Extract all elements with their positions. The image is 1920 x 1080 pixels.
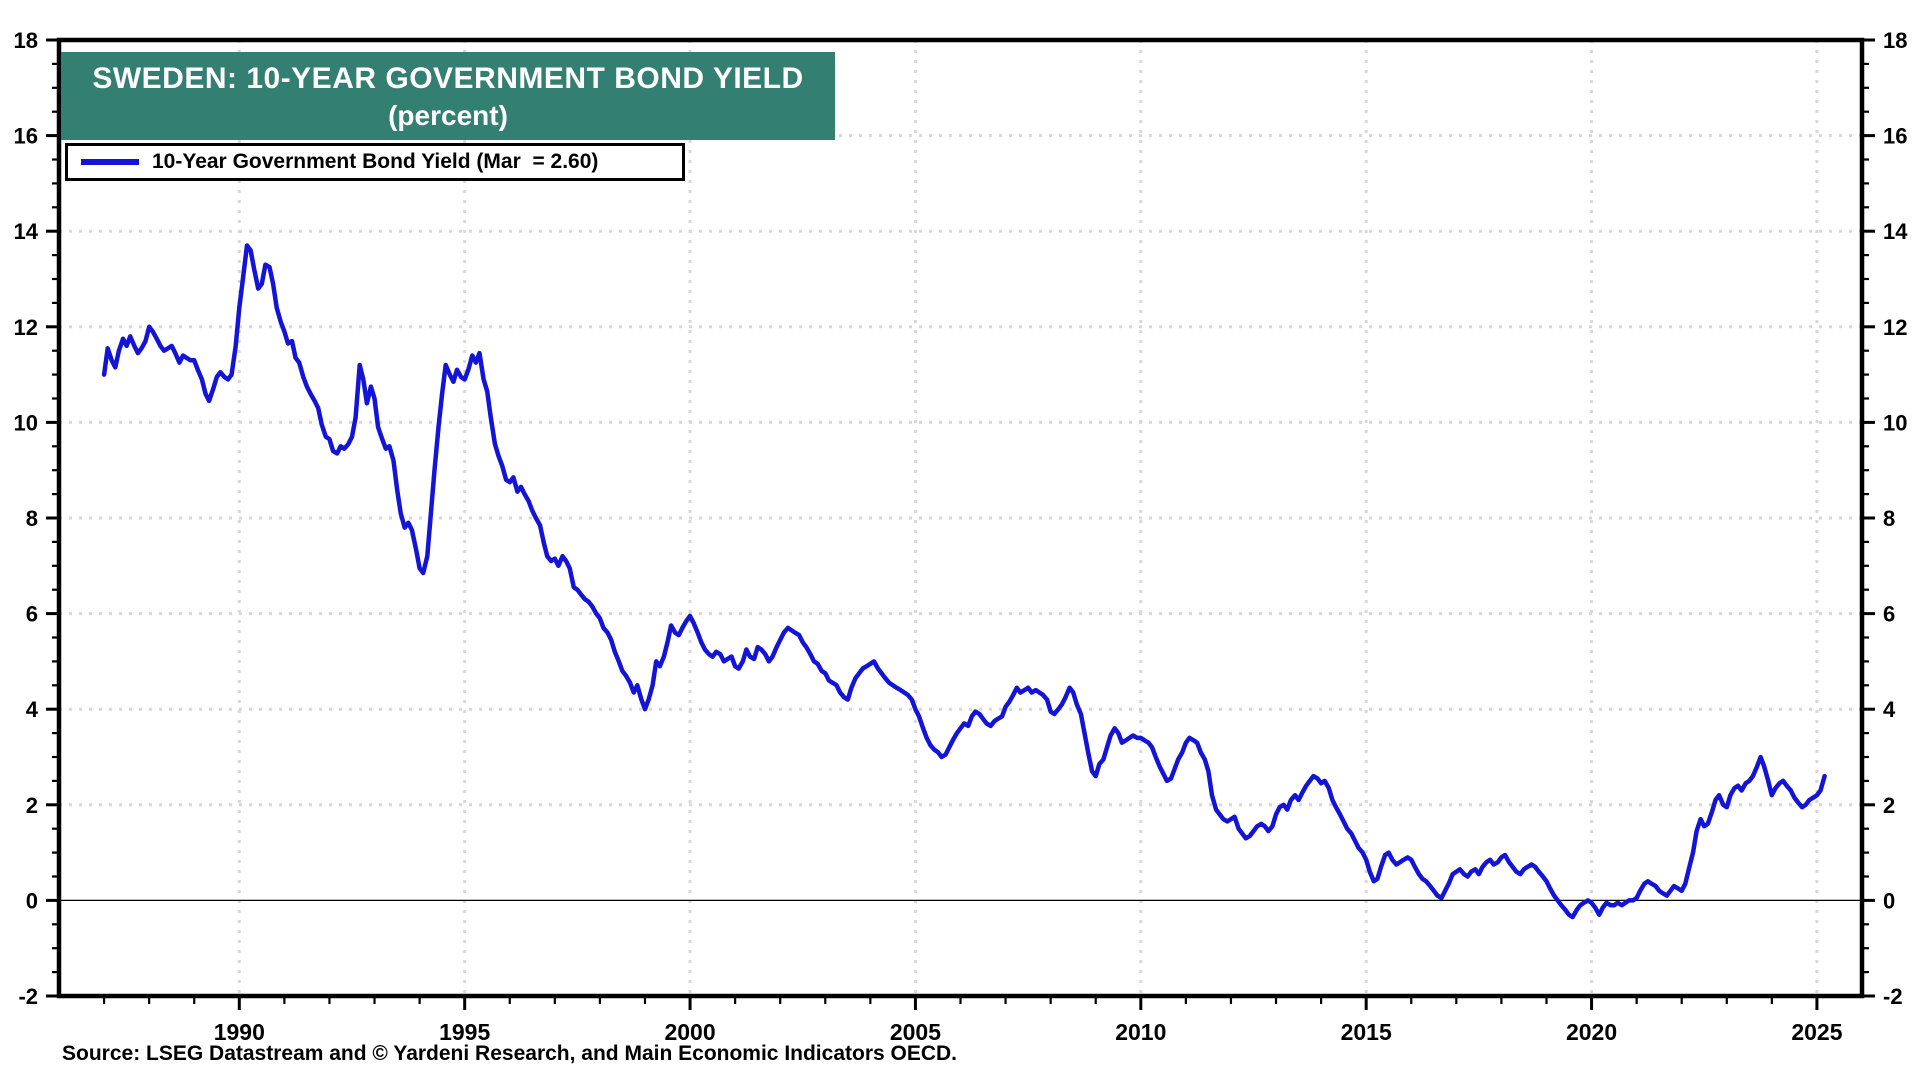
chart-subtitle: (percent) (388, 100, 508, 131)
yield-line-series (101, 243, 1827, 920)
legend-line-swatch-icon (81, 159, 139, 165)
x-tick-label: 1990 (214, 1019, 265, 1045)
y-tick-label-right: 14 (1883, 219, 1908, 244)
x-tick-label: 2005 (890, 1019, 941, 1045)
x-axis-ticks (102, 996, 1819, 1010)
x-tick-label: 1995 (439, 1019, 490, 1045)
source-attribution: Source: LSEG Datastream and © Yardeni Re… (62, 1042, 958, 1065)
x-axis-labels: 1990 1995 2000 2005 2010 2015 2020 2025 (214, 1019, 1843, 1045)
legend: 10-Year Government Bond Yield (Mar = 2.6… (65, 143, 685, 181)
y-tick-label-right: 6 (1883, 602, 1895, 627)
y-tick-label-left: 6 (26, 602, 38, 627)
y-tick-label-right: 10 (1883, 410, 1907, 435)
y-tick-label-left: 14 (14, 219, 39, 244)
x-tick-label: 2010 (1115, 1019, 1166, 1045)
y-axis-labels: 18 18 16 16 14 14 12 12 10 10 8 8 6 6 4 4 2 2 0 0 -2 -2 (14, 28, 1909, 1009)
x-tick-label: 2020 (1566, 1019, 1617, 1045)
y-tick-label-left: 16 (14, 124, 38, 149)
y-tick-label-left: 10 (14, 410, 38, 435)
y-tick-label-right: 2 (1883, 793, 1895, 818)
legend-label: 10-Year Government Bond Yield (Mar = 2.6… (152, 150, 599, 173)
y-tick-label-left: 18 (14, 28, 38, 53)
y-tick-label-right: 18 (1883, 28, 1907, 53)
y-tick-label-left: 12 (14, 315, 38, 340)
y-tick-label-left: 4 (26, 697, 39, 722)
y-tick-label-left: 8 (26, 506, 38, 531)
y-tick-label-left: 2 (26, 793, 38, 818)
y-tick-label-left: -2 (18, 984, 38, 1009)
y-tick-label-right: 4 (1883, 697, 1896, 722)
y-tick-label-left: 0 (26, 888, 38, 913)
y-tick-label-right: 8 (1883, 506, 1895, 531)
chart-title-box: SWEDEN: 10-YEAR GOVERNMENT BOND YIELD (p… (61, 52, 835, 140)
y-axis-ticks (46, 38, 1875, 998)
y-tick-label-right: -2 (1883, 984, 1903, 1009)
horizontal-gridlines (59, 134, 1862, 807)
x-tick-label: 2025 (1791, 1019, 1842, 1045)
chart-title: SWEDEN: 10-YEAR GOVERNMENT BOND YIELD (92, 62, 804, 95)
x-tick-label: 2015 (1341, 1019, 1392, 1045)
y-tick-label-right: 0 (1883, 888, 1895, 913)
x-tick-label: 2000 (664, 1019, 715, 1045)
y-tick-label-right: 16 (1883, 124, 1907, 149)
y-tick-label-right: 12 (1883, 315, 1907, 340)
